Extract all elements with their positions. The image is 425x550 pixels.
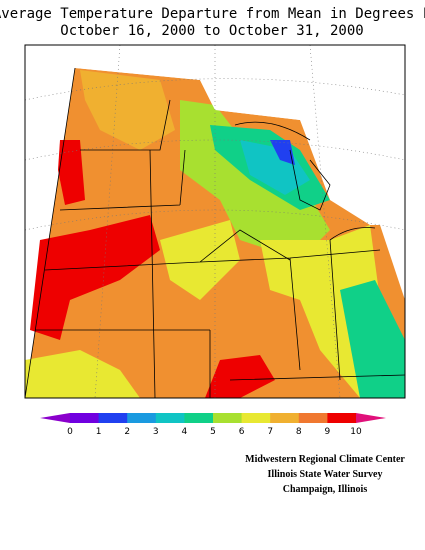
legend-swatch bbox=[241, 413, 271, 423]
legend-tick-label: 7 bbox=[267, 427, 273, 437]
legend-tick-label: 4 bbox=[182, 427, 188, 437]
credit: Illinois State Water Survey bbox=[268, 469, 383, 480]
legend-swatch bbox=[184, 413, 214, 423]
legend-tick-label: 1 bbox=[96, 427, 102, 437]
legend-swatch bbox=[270, 413, 300, 423]
legend-tick-label: 10 bbox=[350, 427, 362, 437]
legend-tick-label: 9 bbox=[325, 427, 331, 437]
legend-swatch bbox=[327, 413, 357, 423]
legend-swatch bbox=[70, 413, 100, 423]
legend-swatch bbox=[127, 413, 157, 423]
legend-swatch bbox=[213, 413, 243, 423]
map-frame bbox=[24, 44, 406, 399]
title-line: October 16, 2000 to October 31, 2000 bbox=[60, 23, 363, 39]
legend-swatch bbox=[298, 413, 328, 423]
title-line: Average Temperature Departure from Mean … bbox=[0, 6, 425, 22]
credit: Midwestern Regional Climate Center bbox=[245, 454, 405, 465]
legend-tick-label: 0 bbox=[67, 427, 73, 437]
legend-tick-label: 3 bbox=[153, 427, 159, 437]
credit: Champaign, Illinois bbox=[283, 484, 368, 495]
color-legend: 0 1 2 3 4 5 6 7 8 9 10 bbox=[40, 413, 386, 437]
legend-tick-label: 5 bbox=[210, 427, 216, 437]
map bbox=[24, 44, 406, 399]
legend-tick-label: 6 bbox=[239, 427, 245, 437]
legend-arrow bbox=[356, 413, 386, 423]
legend-tick-label: 2 bbox=[124, 427, 130, 437]
legend-swatch bbox=[155, 413, 185, 423]
legend-tick-label: 8 bbox=[296, 427, 302, 437]
legend-swatch bbox=[98, 413, 128, 423]
legend-arrow bbox=[40, 413, 70, 423]
